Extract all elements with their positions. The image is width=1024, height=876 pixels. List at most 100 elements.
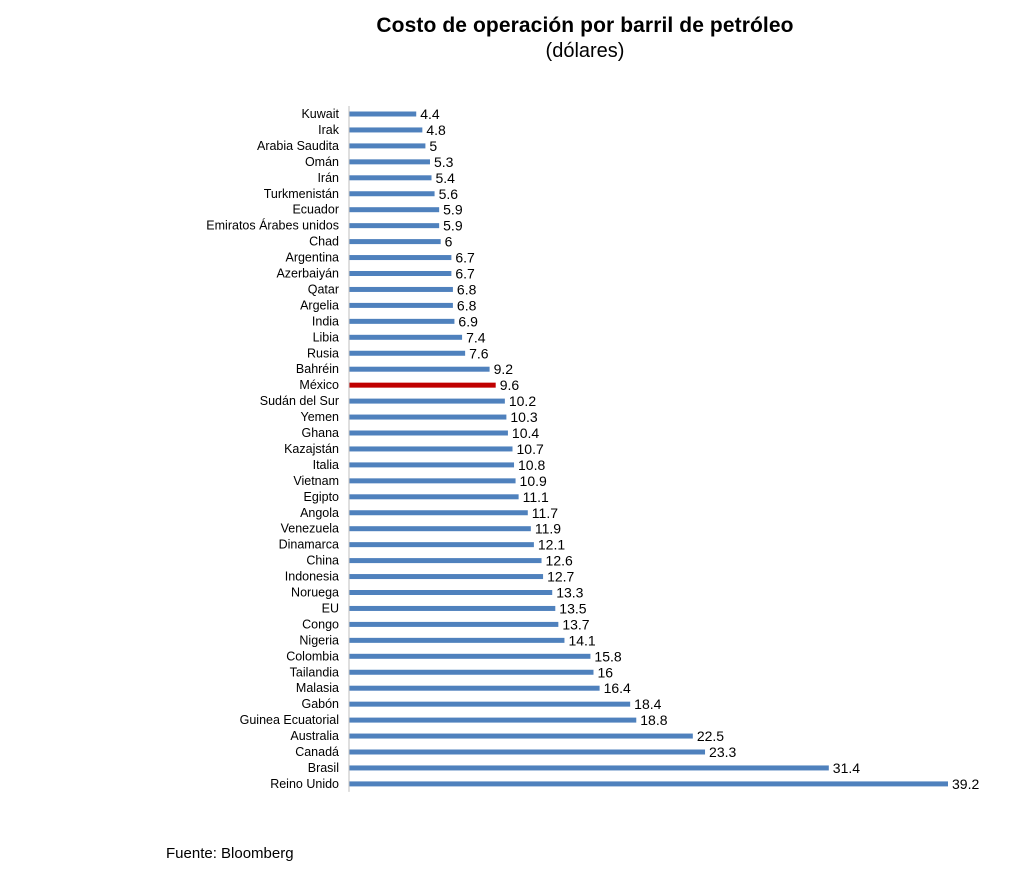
- value-label: 16.4: [604, 680, 631, 696]
- value-label: 39.2: [952, 776, 979, 792]
- category-label: Azerbaiyán: [276, 267, 339, 281]
- value-label: 9.2: [494, 361, 514, 377]
- bar: [349, 398, 505, 404]
- category-label: Argentina: [285, 251, 339, 265]
- category-label: China: [306, 554, 339, 568]
- bar: [349, 526, 531, 532]
- value-label: 6.7: [455, 250, 475, 266]
- bar: [349, 669, 594, 675]
- bar: [349, 286, 453, 292]
- value-label: 5.6: [439, 186, 459, 202]
- bar: [349, 605, 556, 611]
- category-label: Nigeria: [299, 633, 339, 647]
- bar: [349, 717, 637, 723]
- bar: [349, 430, 508, 436]
- value-label: 7.4: [466, 329, 486, 345]
- value-label: 18.8: [640, 712, 667, 728]
- category-label: Arabia Saudita: [257, 139, 339, 153]
- category-label: Dinamarca: [279, 538, 339, 552]
- value-label: 7.6: [469, 345, 489, 361]
- bar: [349, 350, 466, 356]
- bar: [349, 318, 455, 324]
- category-label: Italia: [313, 458, 339, 472]
- value-label: 9.6: [500, 377, 520, 393]
- value-label: 10.2: [509, 393, 536, 409]
- bar: [349, 653, 591, 659]
- bar: [349, 510, 528, 516]
- bar: [349, 621, 559, 627]
- value-label: 10.8: [518, 457, 545, 473]
- bar: [349, 558, 542, 564]
- value-label: 13.7: [562, 616, 589, 632]
- bar: [349, 781, 948, 787]
- value-label: 6.8: [457, 281, 477, 297]
- chart-subtitle: (dólares): [545, 40, 625, 62]
- value-label: 10.4: [512, 425, 539, 441]
- bar: [349, 207, 440, 213]
- value-label: 14.1: [568, 632, 595, 648]
- bar: [349, 414, 507, 420]
- value-label: 5.4: [436, 170, 456, 186]
- category-label: Argelia: [300, 298, 339, 312]
- value-label: 6: [445, 234, 453, 250]
- value-label: 22.5: [697, 728, 724, 744]
- bar: [349, 175, 432, 181]
- value-label: 11.1: [523, 489, 549, 505]
- value-label: 5.9: [443, 218, 463, 234]
- category-label: Colombia: [286, 649, 339, 663]
- value-label: 15.8: [594, 648, 621, 664]
- category-label: Brasil: [308, 761, 339, 775]
- value-label: 13.5: [559, 600, 586, 616]
- bar: [349, 127, 423, 133]
- category-label: Sudán del Sur: [260, 394, 339, 408]
- value-label: 10.9: [520, 473, 547, 489]
- value-label: 12.1: [538, 537, 565, 553]
- category-label: Venezuela: [281, 522, 339, 536]
- category-label: México: [299, 378, 339, 392]
- value-label: 18.4: [634, 696, 661, 712]
- category-label: Emiratos Árabes unidos: [206, 218, 339, 233]
- category-label: Gabón: [301, 697, 339, 711]
- category-label: Irán: [317, 171, 339, 185]
- value-label: 31.4: [833, 760, 860, 776]
- category-label: EU: [322, 601, 339, 615]
- category-label: Bahréin: [296, 362, 339, 376]
- value-label: 6.8: [457, 297, 477, 313]
- chart-title: Costo de operación por barril de petróle…: [376, 14, 794, 37]
- value-label: 23.3: [709, 744, 736, 760]
- bar: [349, 334, 463, 340]
- bar: [349, 701, 631, 707]
- bar: [349, 542, 534, 548]
- value-label: 16: [597, 664, 613, 680]
- category-label: Tailandia: [290, 665, 339, 679]
- bar: [349, 143, 426, 149]
- bar: [349, 223, 440, 229]
- bar: [349, 765, 829, 771]
- value-label: 12.6: [546, 553, 573, 569]
- value-label: 6.7: [455, 266, 475, 282]
- value-label: 5: [429, 138, 437, 154]
- bar: [349, 733, 693, 739]
- category-label: Turkmenistán: [264, 187, 339, 201]
- value-label: 6.9: [458, 313, 478, 329]
- bar: [349, 111, 417, 117]
- category-label: Guinea Ecuatorial: [240, 713, 339, 727]
- bar: [349, 255, 452, 261]
- value-label: 4.4: [420, 106, 440, 122]
- category-label: Ecuador: [292, 203, 339, 217]
- bar: [349, 446, 513, 452]
- category-label: Yemen: [301, 410, 340, 424]
- value-label: 10.7: [517, 441, 544, 457]
- bars-group: Kuwait 4.4 Irak 4.8 Arabia Saudita 5 Omán 5.3 Ir…: [206, 106, 979, 792]
- category-label: Kuwait: [301, 107, 339, 121]
- category-label: India: [312, 314, 339, 328]
- category-label: Chad: [309, 235, 339, 249]
- value-label: 12.7: [547, 569, 574, 585]
- bar: [349, 590, 553, 595]
- source-note: Fuente: Bloomberg: [166, 845, 294, 862]
- bar: [349, 239, 441, 245]
- value-label: 10.3: [510, 409, 537, 425]
- bar: [349, 494, 519, 500]
- category-label: Angola: [300, 506, 339, 520]
